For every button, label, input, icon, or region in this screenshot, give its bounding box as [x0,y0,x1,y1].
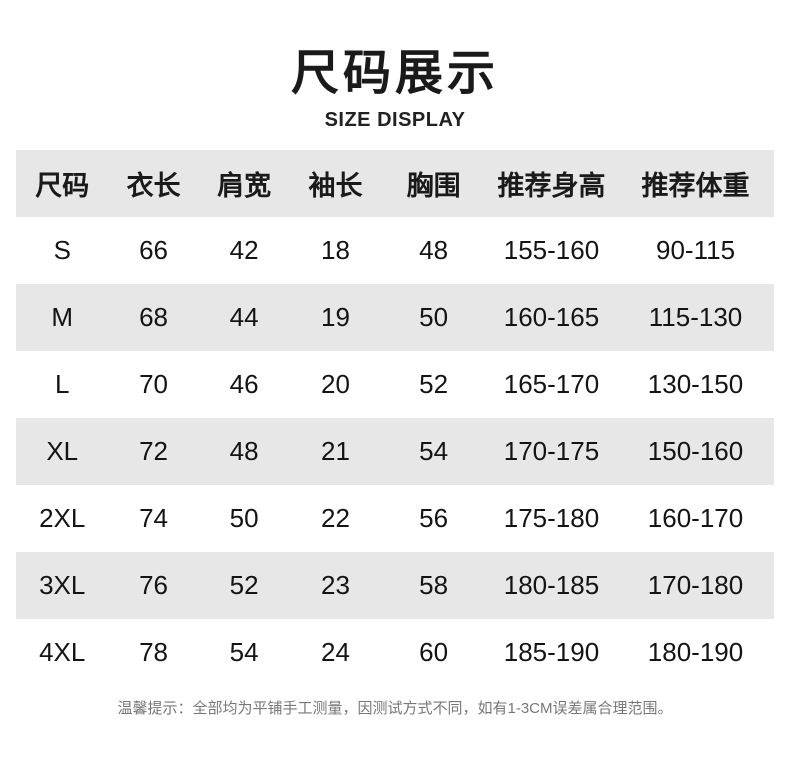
table-cell: 42 [229,235,259,265]
table-cell: 155-160 [503,235,600,265]
table-row: XL 72 48 21 54 170-175 150-160 [16,418,774,485]
table-cell: 66 [139,235,169,265]
table-cell: 160-165 [503,302,600,332]
size-label-cell: 4XL [39,637,86,667]
table-cell: 72 [139,436,169,466]
header-cell: 肩宽 [217,171,272,201]
size-label-cell: 3XL [39,570,86,600]
table-cell: 58 [419,570,449,600]
table-cell: 48 [229,436,259,466]
size-label-cell: 2XL [39,503,86,533]
table-cell: 78 [139,637,169,667]
page-title: 尺码展示 [290,47,499,100]
table-cell: 24 [321,637,350,667]
tip-note: 温馨提示：全部均为平铺手工测量，因测试方式不同，如有1-3CM误差属合理范围。 [117,700,673,717]
table-cell: 180-190 [647,637,744,667]
table-cell: 54 [229,637,259,667]
table-row: L 70 46 20 52 165-170 130-150 [16,351,774,418]
table-cell: 56 [419,503,449,533]
page-subtitle: SIZE DISPLAY [324,109,466,131]
header-cell: 推荐身高 [497,171,606,201]
header-cell: 袖长 [308,171,363,201]
table-cell: 185-190 [503,637,600,667]
table-cell: 19 [321,302,350,332]
size-label-cell: S [53,235,71,265]
size-table-header: 尺码 衣长 肩宽 袖长 胸围 推荐身高 推荐体重 [16,150,774,217]
table-cell: 68 [139,302,169,332]
table-cell: 54 [419,436,449,466]
size-label-cell: XL [46,436,79,466]
header-cell: 尺码 [35,171,90,201]
header-row: 尺码 衣长 肩宽 袖长 胸围 推荐身高 推荐体重 [16,150,774,217]
table-row: S 66 42 18 48 155-160 90-115 [16,217,774,284]
table-cell: 70 [139,369,169,399]
table-cell: 160-170 [647,503,744,533]
table-cell: 115-130 [648,302,743,332]
table-cell: 180-185 [503,570,600,600]
header-cell: 胸围 [406,171,461,201]
table-cell: 20 [321,369,350,399]
table-cell: 52 [419,369,449,399]
size-table: 尺码 衣长 肩宽 袖长 胸围 推荐身高 推荐体重 S 66 42 18 48 155-160 90-11… [16,150,774,686]
header-cell: 推荐体重 [641,171,750,201]
table-cell: 170-175 [503,436,600,466]
table-cell: 22 [321,503,350,533]
size-label-cell: L [55,369,70,399]
size-table-body: S 66 42 18 48 155-160 90-115 M 68 44 19 50 160-165 11… [16,217,774,686]
table-cell: 18 [321,235,350,265]
table-cell: 48 [419,235,449,265]
table-row: M 68 44 19 50 160-165 115-130 [16,284,774,351]
table-cell: 90-115 [656,235,736,265]
table-row: 3XL 76 52 23 58 180-185 170-180 [16,552,774,619]
table-cell: 52 [229,570,259,600]
table-cell: 23 [321,570,350,600]
table-cell: 170-180 [647,570,744,600]
table-cell: 150-160 [647,436,744,466]
table-cell: 74 [139,503,169,533]
table-row: 4XL 78 54 24 60 185-190 180-190 [16,619,774,686]
table-cell: 60 [419,637,449,667]
table-cell: 130-150 [647,369,744,399]
table-cell: 165-170 [503,369,600,399]
table-cell: 175-180 [503,503,600,533]
table-row: 2XL 74 50 22 56 175-180 160-170 [16,485,774,552]
table-cell: 50 [229,503,259,533]
table-cell: 50 [419,302,449,332]
size-label-cell: M [51,302,74,332]
table-cell: 21 [321,436,350,466]
table-cell: 46 [229,369,259,399]
header-cell: 衣长 [126,171,181,201]
table-cell: 76 [139,570,169,600]
table-cell: 44 [229,302,259,332]
